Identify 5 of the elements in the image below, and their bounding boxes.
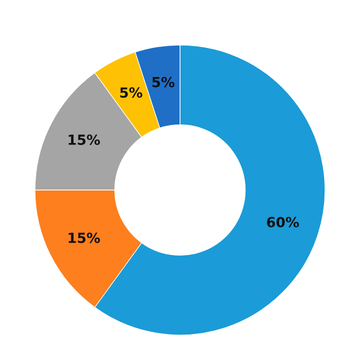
data-label: 60% [266, 216, 299, 228]
data-label: 5% [120, 87, 142, 98]
data-label: 15% [68, 232, 100, 244]
data-label: 15% [68, 134, 100, 145]
data-label: 5% [152, 76, 174, 88]
